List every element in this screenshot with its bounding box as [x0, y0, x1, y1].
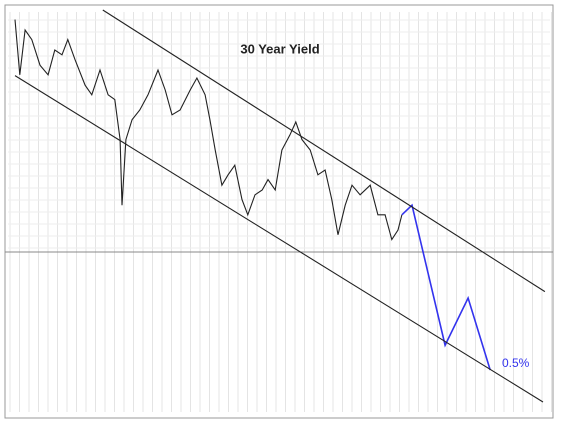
grid	[8, 12, 552, 412]
series-line	[401, 203, 491, 371]
series-line	[102, 9, 546, 293]
series-line	[14, 19, 403, 241]
series-line	[14, 75, 544, 403]
annotation: 0.5%	[502, 356, 530, 370]
chart-title: 30 Year Yield	[240, 41, 319, 56]
